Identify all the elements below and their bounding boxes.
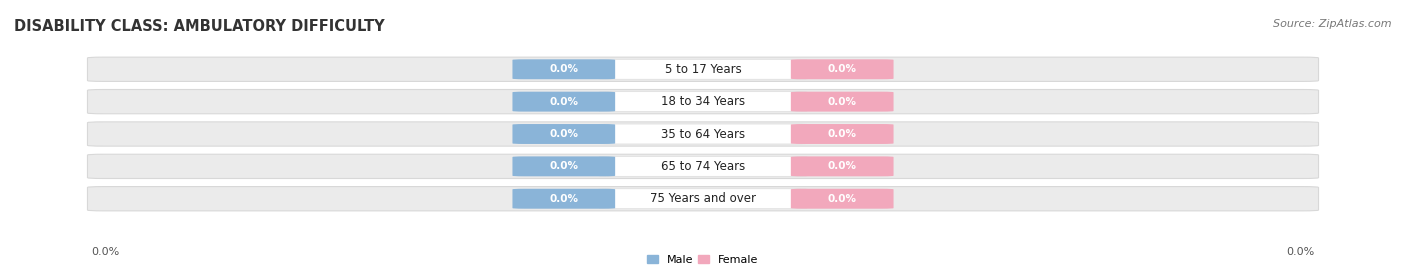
Text: 65 to 74 Years: 65 to 74 Years: [661, 160, 745, 173]
Text: 0.0%: 0.0%: [828, 161, 856, 171]
Text: 0.0%: 0.0%: [550, 194, 578, 204]
FancyBboxPatch shape: [599, 124, 807, 144]
Text: 75 Years and over: 75 Years and over: [650, 192, 756, 205]
FancyBboxPatch shape: [87, 90, 1319, 114]
Text: 0.0%: 0.0%: [91, 247, 120, 257]
FancyBboxPatch shape: [790, 189, 894, 209]
Text: 0.0%: 0.0%: [828, 129, 856, 139]
FancyBboxPatch shape: [87, 122, 1319, 146]
Text: 0.0%: 0.0%: [550, 129, 578, 139]
Text: 0.0%: 0.0%: [550, 97, 578, 107]
FancyBboxPatch shape: [512, 59, 616, 79]
Text: 0.0%: 0.0%: [550, 161, 578, 171]
FancyBboxPatch shape: [599, 92, 807, 111]
Legend: Male, Female: Male, Female: [643, 250, 763, 268]
Text: 0.0%: 0.0%: [1286, 247, 1315, 257]
FancyBboxPatch shape: [599, 157, 807, 176]
FancyBboxPatch shape: [790, 59, 894, 79]
FancyBboxPatch shape: [790, 92, 894, 111]
FancyBboxPatch shape: [87, 154, 1319, 178]
Text: 0.0%: 0.0%: [550, 64, 578, 74]
FancyBboxPatch shape: [512, 92, 616, 111]
Text: 5 to 17 Years: 5 to 17 Years: [665, 63, 741, 76]
FancyBboxPatch shape: [512, 157, 616, 176]
Text: Source: ZipAtlas.com: Source: ZipAtlas.com: [1274, 19, 1392, 29]
FancyBboxPatch shape: [87, 57, 1319, 81]
Text: 18 to 34 Years: 18 to 34 Years: [661, 95, 745, 108]
FancyBboxPatch shape: [790, 124, 894, 144]
Text: 0.0%: 0.0%: [828, 97, 856, 107]
FancyBboxPatch shape: [87, 187, 1319, 211]
FancyBboxPatch shape: [512, 124, 616, 144]
FancyBboxPatch shape: [599, 59, 807, 79]
Text: 0.0%: 0.0%: [828, 64, 856, 74]
FancyBboxPatch shape: [512, 189, 616, 209]
Text: DISABILITY CLASS: AMBULATORY DIFFICULTY: DISABILITY CLASS: AMBULATORY DIFFICULTY: [14, 19, 385, 34]
Text: 0.0%: 0.0%: [828, 194, 856, 204]
Text: 35 to 64 Years: 35 to 64 Years: [661, 128, 745, 140]
FancyBboxPatch shape: [599, 189, 807, 209]
FancyBboxPatch shape: [790, 157, 894, 176]
